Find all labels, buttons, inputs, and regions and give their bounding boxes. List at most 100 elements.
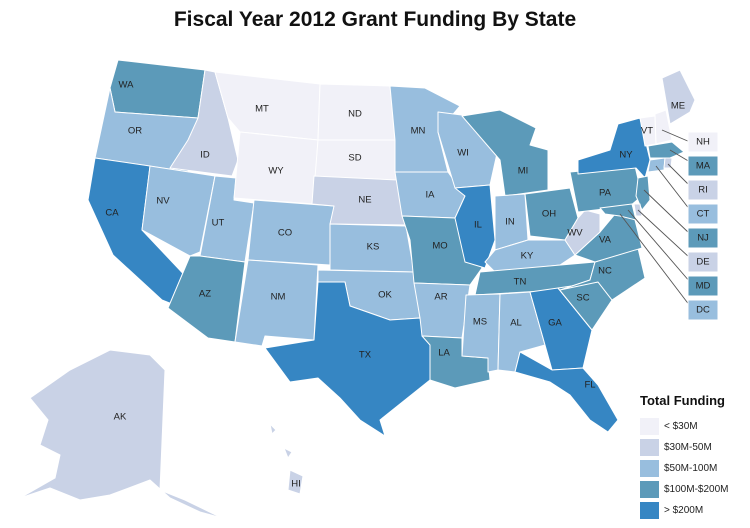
state-NV[interactable]	[141, 165, 216, 257]
state-label-CO: CO	[278, 228, 292, 239]
state-labels: WA OR CA ID NV UT AZ MT WY CO NM ND SD NE KS OK TX MN IA MO…	[105, 80, 685, 490]
state-label-IN: IN	[505, 217, 515, 228]
callout-label-RI: RI	[698, 185, 708, 196]
legend-item: $100M-$200M	[640, 479, 746, 500]
state-IL[interactable]	[454, 184, 496, 269]
callout-box-NJ[interactable]	[687, 227, 719, 249]
state-label-VA: VA	[599, 235, 612, 246]
callout-box-MA[interactable]	[687, 155, 719, 177]
callout-line-CT	[655, 165, 691, 211]
legend-item: < $30M	[640, 416, 746, 437]
state-CT[interactable]	[647, 157, 666, 173]
state-label-KY: KY	[521, 251, 534, 262]
state-NJ[interactable]	[635, 175, 651, 211]
state-label-NY: NY	[619, 150, 633, 161]
state-MA[interactable]	[647, 141, 685, 159]
state-MI[interactable]	[461, 109, 549, 197]
legend: Total Funding < $30M $30M-50M $50M-100M $10…	[640, 393, 746, 521]
callout-box-MD[interactable]	[687, 275, 719, 297]
legend-label: $100M-$200M	[664, 484, 729, 495]
state-label-NE: NE	[358, 195, 371, 206]
state-ME[interactable]	[661, 69, 696, 125]
legend-label: < $30M	[664, 421, 698, 432]
legend-label: $30M-50M	[664, 442, 712, 453]
legend-item: $50M-100M	[640, 458, 746, 479]
state-WV[interactable]	[564, 209, 601, 256]
state-NH[interactable]	[654, 109, 673, 145]
callout-label-MD: MD	[696, 281, 711, 292]
state-label-GA: GA	[548, 318, 562, 329]
callout-label-MA: MA	[696, 161, 711, 172]
state-HI[interactable]	[269, 423, 304, 495]
callout-line-DC	[619, 213, 691, 307]
state-label-OK: OK	[378, 290, 392, 301]
callout-box-NH[interactable]	[687, 131, 719, 153]
callout-line-MD	[627, 209, 691, 283]
callout-line-NH	[661, 129, 691, 143]
state-label-MS: MS	[473, 317, 487, 328]
map-title: Fiscal Year 2012 Grant Funding By State	[173, 8, 577, 31]
state-FL[interactable]	[514, 351, 619, 433]
state-LA[interactable]	[421, 335, 491, 389]
callout-label-NJ: NJ	[697, 233, 709, 244]
state-label-IL: IL	[474, 220, 482, 231]
state-label-AK: AK	[114, 412, 127, 423]
state-NM[interactable]	[234, 259, 319, 347]
state-label-KS: KS	[367, 242, 380, 253]
state-label-PA: PA	[599, 188, 612, 199]
state-label-NV: NV	[156, 196, 170, 207]
state-label-CA: CA	[105, 208, 119, 219]
callout-box-RI[interactable]	[687, 179, 719, 201]
callout-boxes: NH MA RI CT NJ DE MD DC	[687, 131, 719, 321]
state-MD[interactable]	[599, 203, 637, 221]
state-label-MT: MT	[255, 104, 269, 115]
state-label-WA: WA	[119, 80, 135, 91]
state-label-AZ: AZ	[199, 289, 211, 300]
state-label-NM: NM	[271, 292, 286, 303]
state-label-AR: AR	[434, 292, 447, 303]
state-label-VT: VT	[641, 126, 653, 137]
legend-label: > $200M	[664, 505, 704, 516]
state-NY[interactable]	[577, 117, 651, 179]
state-label-LA: LA	[438, 348, 450, 359]
callout-line-DE	[637, 209, 691, 259]
legend-title: Total Funding	[640, 393, 725, 408]
state-label-ND: ND	[348, 109, 362, 120]
state-label-SC: SC	[576, 293, 589, 304]
legend-swatch	[640, 502, 659, 519]
state-label-TX: TX	[359, 350, 372, 361]
state-AK[interactable]	[19, 349, 223, 519]
state-label-FL: FL	[584, 380, 595, 391]
legend-item: $30M-50M	[640, 437, 746, 458]
state-label-WY: WY	[268, 166, 284, 177]
state-label-AL: AL	[510, 318, 522, 329]
state-AZ[interactable]	[167, 255, 246, 343]
callout-label-CT: CT	[697, 209, 710, 220]
state-label-MO: MO	[432, 241, 447, 252]
state-label-HI: HI	[291, 479, 301, 490]
state-label-ID: ID	[200, 150, 210, 161]
state-label-OH: OH	[542, 209, 556, 220]
callout-line-NJ	[643, 189, 691, 235]
state-TX[interactable]	[264, 281, 431, 437]
state-label-OR: OR	[128, 126, 142, 137]
callout-box-DC[interactable]	[687, 299, 719, 321]
state-label-IA: IA	[426, 190, 436, 201]
state-label-MN: MN	[411, 126, 426, 137]
state-label-TN: TN	[514, 277, 527, 288]
callout-label-DE: DE	[696, 257, 709, 268]
state-label-NC: NC	[598, 266, 612, 277]
callout-box-CT[interactable]	[687, 203, 719, 225]
state-NC[interactable]	[559, 247, 646, 301]
callout-line-MA	[669, 149, 691, 163]
state-label-WV: WV	[567, 228, 583, 239]
callout-line-RI	[667, 163, 691, 187]
legend-swatch	[640, 418, 659, 435]
callout-label-NH: NH	[696, 137, 710, 148]
state-MN[interactable]	[389, 85, 461, 173]
callout-label-DC: DC	[696, 305, 710, 316]
legend-label: $50M-100M	[664, 463, 718, 474]
legend-item: > $200M	[640, 500, 746, 521]
callout-box-DE[interactable]	[687, 251, 719, 273]
